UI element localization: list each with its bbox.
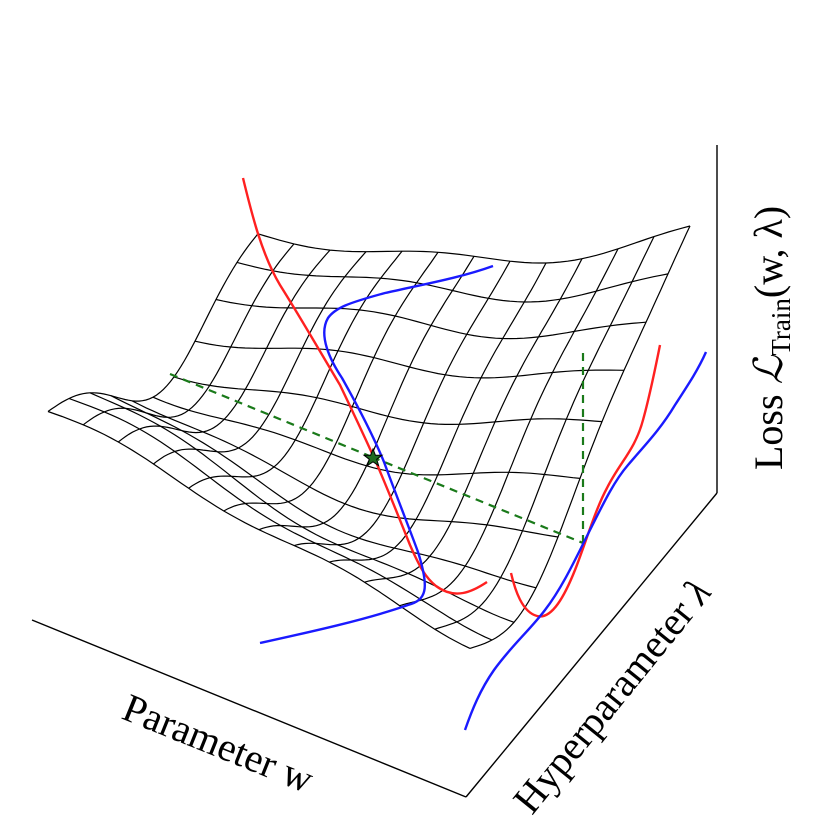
mesh-line-w: [258, 255, 475, 531]
axis-frame: [31, 145, 718, 798]
mesh-line-w: [153, 251, 367, 465]
optimum-projection: [169, 352, 585, 545]
mesh-line-w: [294, 260, 511, 547]
mesh-line-w: [188, 250, 403, 489]
mesh-line-w: [469, 225, 691, 649]
projection-dashed-to-right: [371, 455, 584, 545]
mesh-line-w: [329, 262, 547, 563]
loss-arguments: (w, λ): [746, 206, 791, 298]
optimum-star-icon: [362, 447, 384, 467]
hyperparameter-axis-label: Hyperparameter λ: [504, 570, 720, 821]
mesh-line-w: [434, 236, 655, 630]
mesh-line-lambda: [131, 400, 559, 538]
hyperparameter-word: Hyperparameter: [504, 591, 702, 821]
red-best-response-curve: [241, 177, 488, 595]
w-axis-line: [31, 619, 467, 798]
mesh-line-w: [364, 258, 583, 583]
lambda-axis-line: [465, 492, 718, 798]
loss-surface-mesh: [47, 225, 691, 649]
loss-axis-label: Loss ℒTrain(w, λ): [746, 206, 796, 470]
parameter-axis-label: Parameter w: [117, 685, 320, 802]
loss-word: Loss: [746, 394, 791, 470]
loss-script-symbol: ℒ: [746, 354, 791, 384]
mesh-line-w: [82, 243, 295, 426]
red-projected-curve: [509, 344, 662, 618]
loss-subscript-train: Train: [766, 298, 796, 356]
mesh-line-w: [399, 248, 619, 607]
mesh-line-w: [117, 249, 331, 443]
blue-projected-curve: [463, 351, 708, 731]
mesh-line-w: [47, 233, 259, 412]
mesh-line-w: [223, 251, 439, 512]
mesh-line-lambda: [236, 261, 669, 303]
blue-curve-on-surface: [259, 264, 494, 645]
mesh-line-lambda: [47, 410, 471, 649]
